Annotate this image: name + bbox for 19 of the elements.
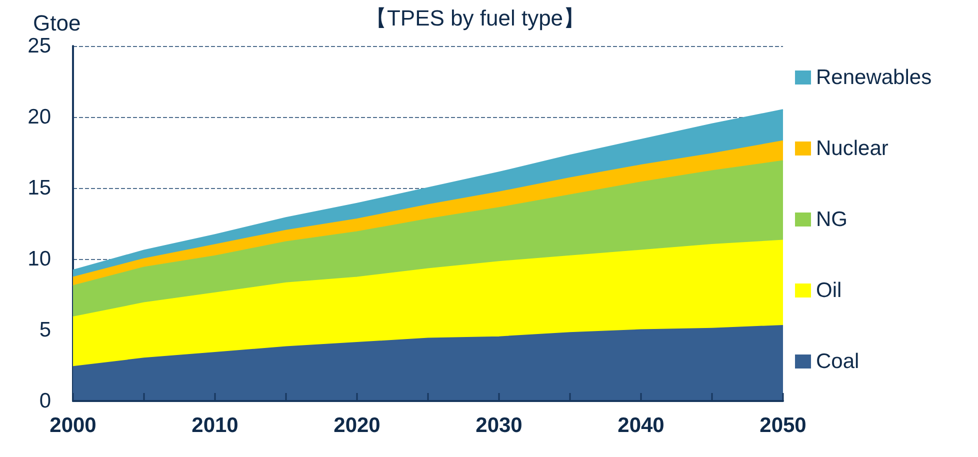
x-tick-label: 2030 (476, 414, 522, 437)
x-tick-label: 2050 (760, 414, 806, 437)
legend-label: NG (816, 208, 848, 231)
legend-label: Nuclear (816, 137, 888, 160)
legend-label: Coal (816, 350, 860, 373)
y-tick-label: 10 (28, 248, 51, 270)
y-axis-title: Gtoe (33, 10, 81, 36)
x-tick-label: 2040 (618, 414, 664, 437)
x-tick-label: 2000 (50, 414, 96, 437)
legend-label: Renewables (816, 66, 932, 89)
chart-title: 【TPES by fuel type】 (364, 6, 586, 30)
y-tick-label: 0 (39, 390, 51, 412)
y-tick-label: 15 (28, 176, 51, 200)
y-tick-label: 25 (28, 34, 51, 58)
y-tick-label: 5 (39, 318, 51, 342)
x-tick-label: 2020 (334, 414, 380, 437)
legend-label: Oil (816, 279, 842, 302)
y-tick-label: 20 (28, 106, 51, 128)
x-tick-label: 2010 (192, 414, 238, 437)
